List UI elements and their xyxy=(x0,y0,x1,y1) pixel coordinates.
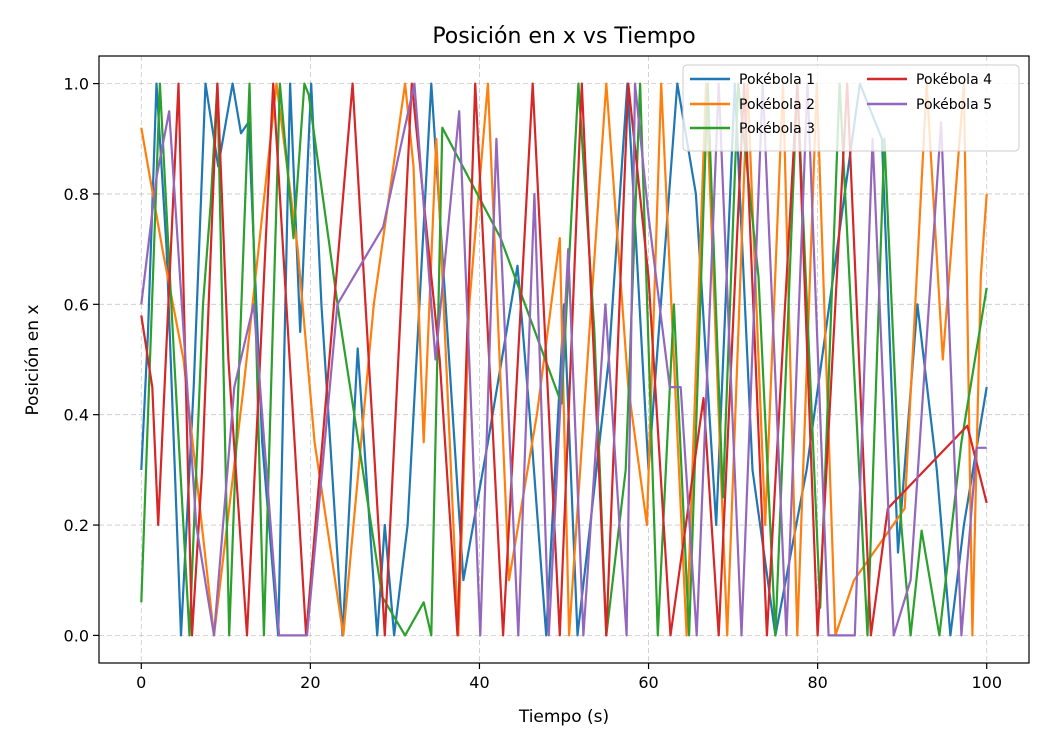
legend-label: Pokébola 5 xyxy=(916,97,992,113)
axes: 0 20 40 60 80 100 0.0 0.2 0.4 0.6 0.8 1.0 xyxy=(64,55,1030,692)
series-line-2 xyxy=(140,82,988,637)
legend-label: Pokébola 1 xyxy=(739,72,815,88)
legend-label: Pokébola 3 xyxy=(739,121,815,137)
x-tick-label: 80 xyxy=(807,673,827,692)
x-tick-label: 40 xyxy=(469,673,489,692)
y-tick-label: 0.6 xyxy=(64,295,89,314)
x-tick-label: 20 xyxy=(300,673,320,692)
y-tick-label: 0.0 xyxy=(64,626,89,645)
legend-label: Pokébola 4 xyxy=(916,72,992,88)
legend: Pokébola 1 Pokébola 2 Pokébola 3 Pokébola 4… xyxy=(682,64,1020,152)
series-lines xyxy=(140,82,988,637)
y-tick-label: 0.2 xyxy=(64,516,89,535)
legend-label: Pokébola 2 xyxy=(739,97,815,113)
plot-frame xyxy=(98,55,1030,664)
y-axis-label: Posición en x xyxy=(23,305,43,416)
series-line-5 xyxy=(140,82,987,637)
chart-title: Posición en x vs Tiempo xyxy=(432,24,695,49)
legend-box xyxy=(682,64,1020,152)
x-tick-label: 0 xyxy=(136,673,146,692)
x-axis-label: Tiempo (s) xyxy=(518,707,609,727)
y-tick-label: 0.8 xyxy=(64,185,89,204)
y-tick-label: 0.4 xyxy=(64,406,89,425)
x-tick-label: 100 xyxy=(971,673,1002,692)
y-tick-label: 1.0 xyxy=(64,75,89,94)
x-tick-label: 60 xyxy=(638,673,658,692)
